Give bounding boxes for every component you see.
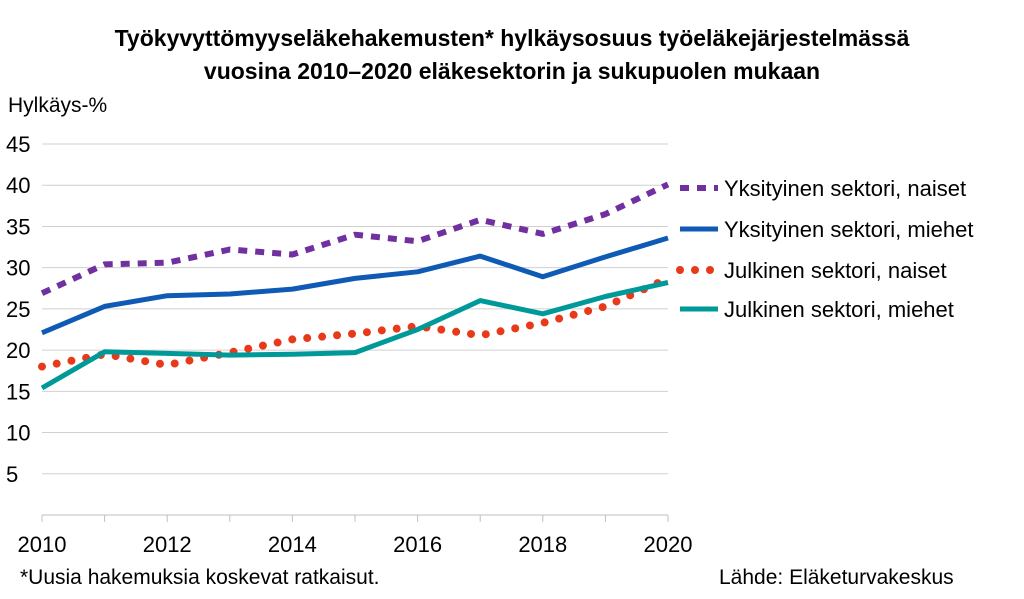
y-tick-label-10: 10 bbox=[6, 421, 30, 446]
legend-label-2: Yksityinen sektori, miehet bbox=[724, 217, 973, 242]
y-tick-label-35: 35 bbox=[6, 214, 30, 239]
y-tick-label-15: 15 bbox=[6, 379, 30, 404]
series-lines bbox=[38, 181, 672, 391]
footnote: *Uusia hakemuksia koskevat ratkaisut. bbox=[20, 566, 380, 589]
x-tick-label-2018: 2018 bbox=[518, 532, 567, 557]
series-line-1 bbox=[40, 181, 670, 296]
y-tick-label-20: 20 bbox=[6, 338, 30, 363]
title-line-1: Työkyvyttömyyseläkehakemusten* hylkäysos… bbox=[114, 25, 910, 51]
x-tick-label-2010: 2010 bbox=[18, 532, 67, 557]
legend: Yksityinen sektori, naiset Yksityinen sek… bbox=[676, 176, 973, 322]
y-tick-label-30: 30 bbox=[6, 256, 30, 281]
legend-label-3: Julkinen sektori, naiset bbox=[724, 258, 947, 283]
y-tick-label-45: 45 bbox=[6, 132, 30, 157]
y-tick-label-40: 40 bbox=[6, 173, 30, 198]
chart-title: Työkyvyttömyyseläkehakemusten* hylkäysos… bbox=[0, 22, 1024, 88]
legend-label-1: Yksityinen sektori, naiset bbox=[724, 176, 966, 201]
title-line-2: vuosina 2010–2020 eläkesektorin ja sukup… bbox=[203, 58, 821, 84]
x-tick-label-2020: 2020 bbox=[644, 532, 693, 557]
y-tick-label-25: 25 bbox=[6, 297, 30, 322]
source-note: Lähde: Eläketurvakeskus bbox=[719, 566, 954, 589]
series-line-4 bbox=[40, 280, 669, 391]
x-tick-label-2014: 2014 bbox=[268, 532, 317, 557]
gridlines bbox=[42, 143, 668, 475]
x-tick-label-2012: 2012 bbox=[143, 532, 192, 557]
axes: 5 10 15 20 25 30 35 40 45 2010 2012 2014 2016 2018 202… bbox=[6, 132, 692, 557]
legend-label-4: Julkinen sektori, miehet bbox=[724, 297, 954, 322]
series-line-2 bbox=[41, 235, 669, 336]
y-axis-label: Hylkäys-% bbox=[8, 94, 108, 117]
series-line-3 bbox=[38, 274, 672, 371]
x-tick-label-2016: 2016 bbox=[393, 532, 442, 557]
y-tick-label-5: 5 bbox=[6, 462, 18, 487]
